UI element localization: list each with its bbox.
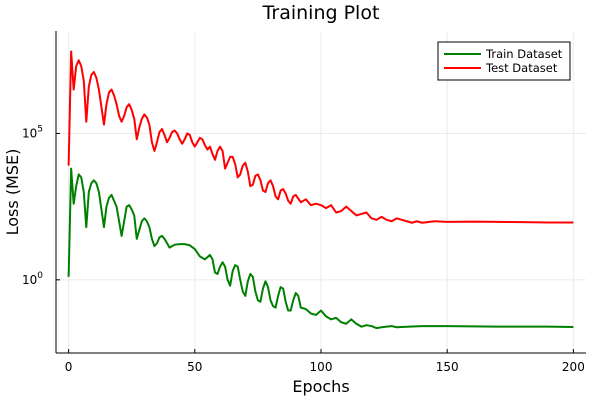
- legend-label-test: Test Dataset: [485, 61, 558, 75]
- legend-label-train: Train Dataset: [485, 47, 563, 61]
- grid: [56, 31, 586, 353]
- chart-title: Training Plot: [262, 2, 380, 24]
- legend-box: [437, 41, 571, 81]
- y-tick-base: 10: [22, 273, 37, 287]
- y-axis-label: Loss (MSE): [3, 149, 22, 236]
- x-tick-label: 0: [65, 360, 73, 374]
- y-tick-label: 100: [22, 271, 43, 287]
- series-line-train: [67, 167, 574, 330]
- x-tick-label: 150: [436, 360, 459, 374]
- x-tick-label: 100: [310, 360, 333, 374]
- y-tick-label: 105: [22, 124, 43, 140]
- x-tick-label: 50: [187, 360, 202, 374]
- series: [67, 50, 574, 330]
- y-tick-base: 10: [22, 126, 37, 140]
- x-axis-label: Epochs: [292, 377, 349, 396]
- tick-marks: [56, 132, 574, 353]
- y-tick-exponent: 5: [37, 124, 43, 134]
- legend: Train Dataset Test Dataset: [437, 41, 571, 81]
- y-tick-exponent: 0: [37, 271, 43, 281]
- series-line-test: [67, 50, 574, 224]
- x-tick-label: 200: [562, 360, 585, 374]
